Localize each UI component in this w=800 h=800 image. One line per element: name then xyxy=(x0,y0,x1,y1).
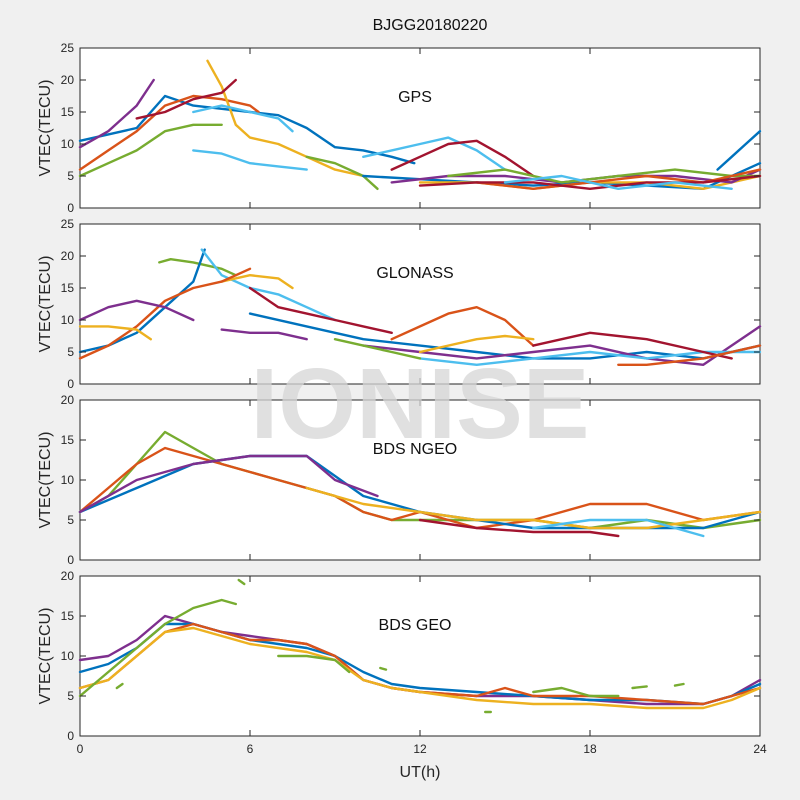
panels: 0 5 10 15 20 25 VTEC(TECU) GPS 0 5 10 15 20 25 VTEC(TE… xyxy=(37,41,767,781)
plot-area xyxy=(79,575,761,737)
series-line-11 xyxy=(418,334,535,354)
y-tick-label: 0 xyxy=(67,201,74,215)
y-tick-label: 10 xyxy=(61,649,75,663)
chart-panel-0: 0 5 10 15 20 25 VTEC(TECU) GPS xyxy=(37,41,762,215)
x-tick-label: 24 xyxy=(753,742,767,756)
series-line-8 xyxy=(390,306,535,347)
y-tick-label: 15 xyxy=(61,609,75,623)
series-line-15 xyxy=(333,338,422,360)
series-line-4 xyxy=(78,267,252,360)
series-line-1 xyxy=(78,94,260,171)
y-tick-label: 5 xyxy=(67,513,74,527)
y-axis-label: VTEC(TECU) xyxy=(37,256,54,353)
panel-label: GPS xyxy=(398,89,432,106)
series-line-18 xyxy=(192,149,308,171)
y-axis-label: VTEC(TECU) xyxy=(37,432,54,529)
series-line-10 xyxy=(362,325,762,366)
series-line-5 xyxy=(277,654,351,674)
y-tick-label: 5 xyxy=(67,345,74,359)
series-line-4 xyxy=(78,598,238,698)
panel-label: GLONASS xyxy=(376,265,453,282)
series-line-7 xyxy=(248,286,393,334)
y-tick-label: 5 xyxy=(67,689,74,703)
y-tick-label: 15 xyxy=(61,433,75,447)
chart-panel-2: 0 5 10 15 20 VTEC(TECU) BDS NGEO xyxy=(37,393,762,567)
series-line-5 xyxy=(78,299,195,322)
series-line-3 xyxy=(78,454,379,514)
series-line-5 xyxy=(192,104,294,133)
y-tick-label: 20 xyxy=(61,73,75,87)
series-line-4 xyxy=(78,123,223,178)
x-tick-label: 12 xyxy=(413,742,427,756)
series-line-13 xyxy=(532,331,733,360)
series-line-9 xyxy=(305,155,379,191)
chart-panel-3: 0 5 10 15 20 0 6 12 18 24 VTEC(TECU) UT(h) BDS GEO xyxy=(37,569,767,781)
series-line-3 xyxy=(78,626,762,710)
y-tick-label: 15 xyxy=(61,281,75,295)
series-line-6 xyxy=(532,518,705,538)
series-line-4 xyxy=(305,486,762,530)
y-tick-label: 10 xyxy=(61,473,75,487)
y-tick-label: 0 xyxy=(67,553,74,567)
watermark: IONISE xyxy=(251,348,590,460)
x-tick-label: 18 xyxy=(583,742,597,756)
y-tick-label: 0 xyxy=(67,377,74,391)
y-tick-label: 10 xyxy=(61,137,75,151)
x-tick-label: 6 xyxy=(247,742,254,756)
y-tick-label: 25 xyxy=(61,217,75,231)
series-line-8 xyxy=(115,682,124,690)
y-tick-label: 20 xyxy=(61,393,75,407)
series-line-2 xyxy=(206,59,365,178)
series-line-7 xyxy=(237,578,246,586)
series-line-12 xyxy=(379,666,388,671)
series-line-6 xyxy=(532,686,620,698)
series-line-3 xyxy=(220,274,294,290)
series-line-3 xyxy=(78,78,155,149)
y-tick-label: 15 xyxy=(61,105,75,119)
series-line-16 xyxy=(220,328,308,341)
series-line-15 xyxy=(418,174,762,191)
series-line-17 xyxy=(716,129,762,171)
series-line-14 xyxy=(617,344,762,366)
plot-area xyxy=(79,399,761,561)
series-line-16 xyxy=(503,174,733,191)
series-line-11 xyxy=(673,682,685,687)
series-line-7 xyxy=(362,136,507,171)
series-line-8 xyxy=(390,139,535,178)
series-line-10 xyxy=(631,685,648,690)
y-tick-label: 0 xyxy=(67,729,74,743)
panel-label: BDS NGEO xyxy=(373,441,457,458)
chart-panel-1: 0 5 10 15 20 25 VTEC(TECU) GLONASS xyxy=(37,217,762,391)
series-line-6 xyxy=(135,78,238,120)
series-line-0 xyxy=(158,258,238,277)
figure-title: BJGG20180220 xyxy=(373,17,488,34)
y-tick-label: 10 xyxy=(61,313,75,327)
y-tick-label: 20 xyxy=(61,569,75,583)
y-tick-label: 20 xyxy=(61,249,75,263)
y-tick-label: 5 xyxy=(67,169,74,183)
panel-label: BDS GEO xyxy=(379,617,452,634)
series-line-2 xyxy=(200,248,337,322)
x-axis-label: UT(h) xyxy=(400,764,441,781)
x-tick-label: 0 xyxy=(77,742,84,756)
y-axis-label: VTEC(TECU) xyxy=(37,80,54,177)
y-axis-label: VTEC(TECU) xyxy=(37,608,54,705)
series-line-6 xyxy=(78,325,153,341)
y-tick-label: 25 xyxy=(61,41,75,55)
series-line-5 xyxy=(418,518,620,538)
